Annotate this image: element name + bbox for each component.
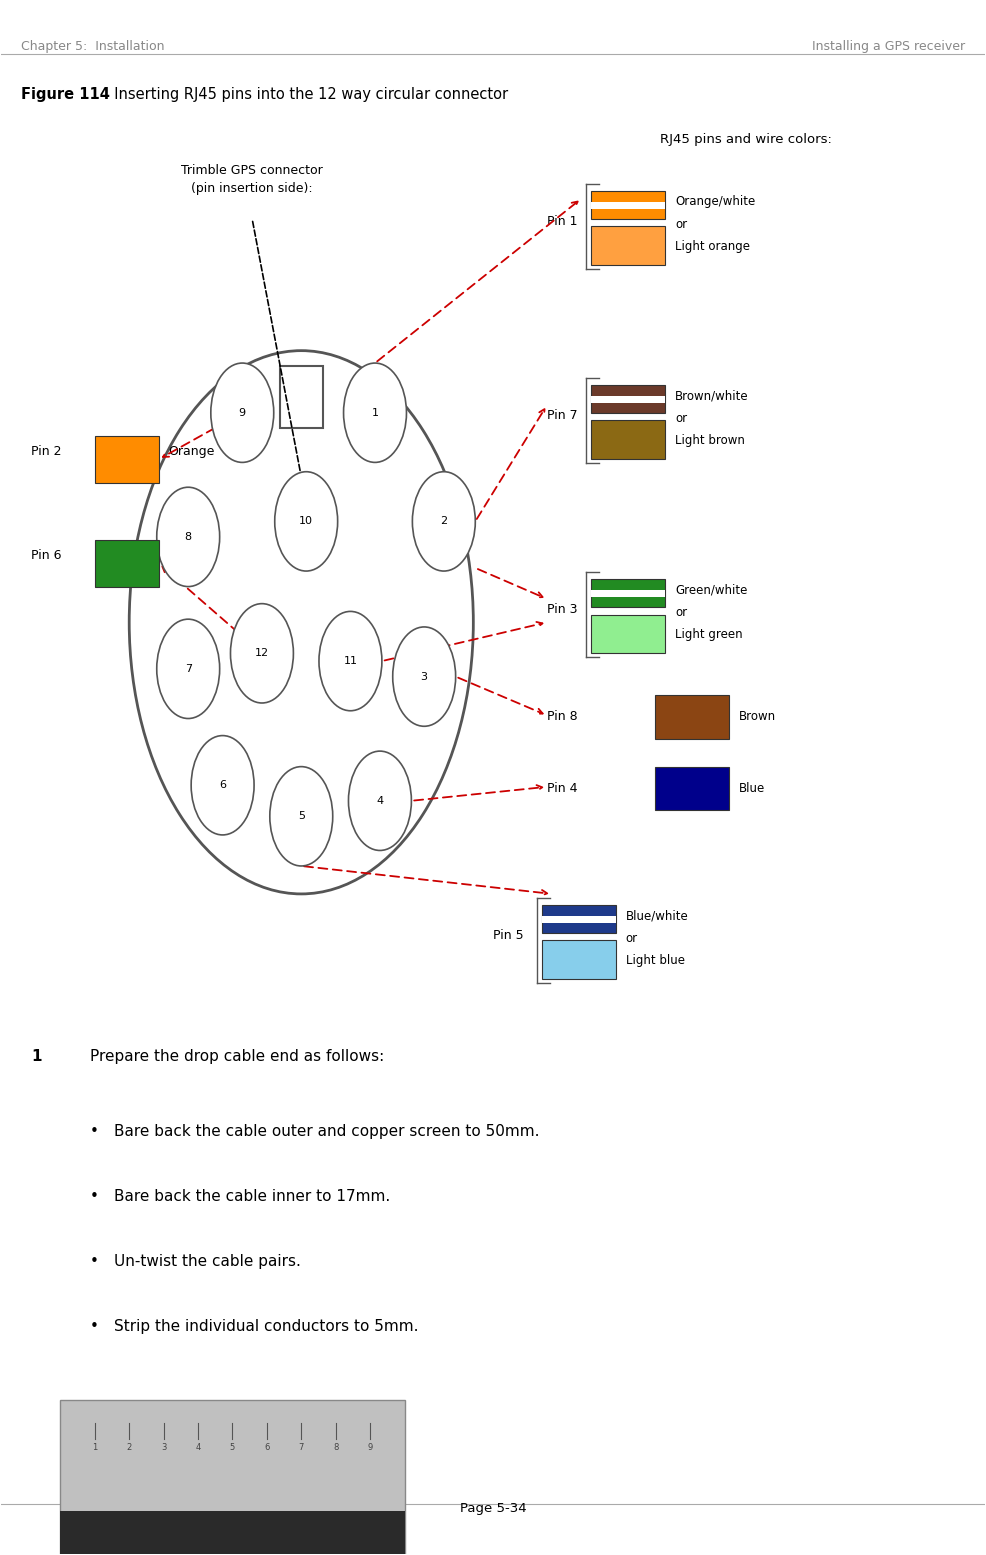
- Text: 3: 3: [161, 1443, 167, 1452]
- Circle shape: [157, 487, 220, 586]
- Text: 7: 7: [184, 664, 191, 673]
- Text: 2: 2: [441, 516, 448, 527]
- Text: Pin 7: Pin 7: [547, 409, 578, 423]
- Text: Inserting RJ45 pins into the 12 way circular connector: Inserting RJ45 pins into the 12 way circ…: [105, 87, 508, 101]
- Text: Pin 8: Pin 8: [547, 711, 578, 723]
- Text: Strip the individual conductors to 5mm.: Strip the individual conductors to 5mm.: [114, 1319, 419, 1334]
- Text: Pin 3: Pin 3: [547, 603, 578, 616]
- Text: Pin 6: Pin 6: [31, 549, 61, 561]
- FancyBboxPatch shape: [95, 435, 159, 482]
- FancyBboxPatch shape: [592, 589, 666, 597]
- FancyBboxPatch shape: [592, 384, 666, 412]
- Text: Brown: Brown: [739, 711, 776, 723]
- Text: Pin 4: Pin 4: [547, 782, 578, 795]
- FancyBboxPatch shape: [60, 1511, 404, 1555]
- Circle shape: [412, 471, 475, 571]
- Text: 2: 2: [126, 1443, 132, 1452]
- Text: 8: 8: [333, 1443, 338, 1452]
- FancyBboxPatch shape: [542, 905, 616, 933]
- Text: Pin 1: Pin 1: [547, 215, 578, 229]
- Text: Green/white: Green/white: [674, 583, 747, 596]
- Text: •: •: [90, 1319, 99, 1334]
- FancyBboxPatch shape: [592, 614, 666, 653]
- FancyBboxPatch shape: [592, 191, 666, 219]
- Text: 1: 1: [372, 407, 379, 418]
- Text: 4: 4: [195, 1443, 201, 1452]
- Circle shape: [231, 603, 294, 703]
- Text: Blue/white: Blue/white: [626, 910, 688, 922]
- Text: Brown/white: Brown/white: [674, 389, 748, 403]
- Text: Page 5-34: Page 5-34: [459, 1502, 527, 1515]
- FancyBboxPatch shape: [592, 227, 666, 266]
- Text: Bare back the cable outer and copper screen to 50mm.: Bare back the cable outer and copper scr…: [114, 1124, 540, 1138]
- FancyBboxPatch shape: [542, 941, 616, 980]
- FancyBboxPatch shape: [592, 578, 666, 606]
- Circle shape: [270, 767, 332, 866]
- Text: 4: 4: [377, 796, 384, 805]
- Text: or: or: [674, 218, 687, 232]
- Text: Prepare the drop cable end as follows:: Prepare the drop cable end as follows:: [90, 1050, 385, 1064]
- FancyBboxPatch shape: [656, 767, 729, 810]
- Text: Light orange: Light orange: [674, 239, 750, 253]
- Text: Green: Green: [169, 549, 206, 561]
- Circle shape: [343, 362, 406, 462]
- Text: Trimble GPS connector
(pin insertion side):: Trimble GPS connector (pin insertion sid…: [181, 165, 323, 196]
- Text: 6: 6: [264, 1443, 269, 1452]
- FancyBboxPatch shape: [592, 395, 666, 403]
- Text: Figure 114: Figure 114: [21, 87, 109, 101]
- Circle shape: [318, 611, 382, 711]
- Text: Orange: Orange: [169, 445, 215, 459]
- Text: 7: 7: [299, 1443, 304, 1452]
- Text: Light blue: Light blue: [626, 955, 684, 967]
- Text: 1: 1: [92, 1443, 98, 1452]
- FancyBboxPatch shape: [592, 202, 666, 210]
- Text: or: or: [626, 933, 638, 945]
- Text: 11: 11: [343, 656, 358, 666]
- Circle shape: [157, 619, 220, 718]
- Text: Orange/white: Orange/white: [674, 194, 755, 208]
- Text: 3: 3: [421, 672, 428, 681]
- Text: RJ45 pins and wire colors:: RJ45 pins and wire colors:: [661, 134, 832, 146]
- Text: •: •: [90, 1124, 99, 1138]
- FancyBboxPatch shape: [95, 540, 159, 586]
- Text: 8: 8: [184, 532, 191, 541]
- FancyBboxPatch shape: [60, 1400, 404, 1555]
- Text: or: or: [674, 412, 687, 426]
- Text: Installing a GPS receiver: Installing a GPS receiver: [811, 40, 965, 53]
- Text: Un-twist the cable pairs.: Un-twist the cable pairs.: [114, 1253, 302, 1269]
- FancyBboxPatch shape: [280, 365, 322, 428]
- Text: 10: 10: [299, 516, 314, 527]
- Text: •: •: [90, 1190, 99, 1204]
- Text: 9: 9: [239, 407, 246, 418]
- Text: 5: 5: [230, 1443, 235, 1452]
- Text: 6: 6: [219, 781, 226, 790]
- Text: Pin 5: Pin 5: [493, 930, 524, 942]
- Circle shape: [392, 627, 456, 726]
- Circle shape: [348, 751, 411, 851]
- Text: 5: 5: [298, 812, 305, 821]
- Text: •: •: [90, 1253, 99, 1269]
- Text: Chapter 5:  Installation: Chapter 5: Installation: [21, 40, 165, 53]
- Text: Bare back the cable inner to 17mm.: Bare back the cable inner to 17mm.: [114, 1190, 390, 1204]
- Text: 9: 9: [368, 1443, 373, 1452]
- Text: Blue: Blue: [739, 782, 765, 795]
- FancyBboxPatch shape: [542, 916, 616, 924]
- FancyBboxPatch shape: [592, 420, 666, 459]
- Text: Light brown: Light brown: [674, 434, 744, 448]
- Text: 12: 12: [254, 648, 269, 658]
- Text: Pin 2: Pin 2: [31, 445, 61, 459]
- Text: Light green: Light green: [674, 628, 742, 641]
- FancyBboxPatch shape: [656, 695, 729, 739]
- Circle shape: [191, 736, 254, 835]
- Text: or: or: [674, 606, 687, 619]
- Circle shape: [275, 471, 337, 571]
- Circle shape: [211, 362, 274, 462]
- Text: 1: 1: [31, 1050, 41, 1064]
